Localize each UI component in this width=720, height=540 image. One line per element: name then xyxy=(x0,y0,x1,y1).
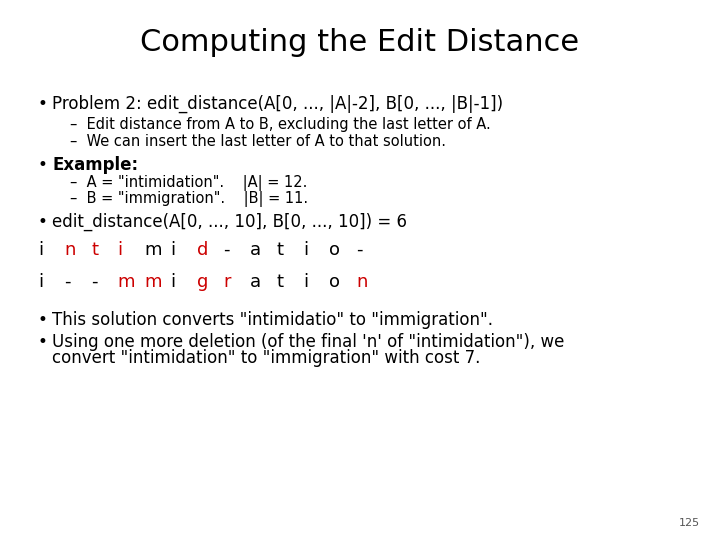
Text: •: • xyxy=(38,156,48,174)
Text: t: t xyxy=(276,241,284,259)
Text: i: i xyxy=(38,273,43,291)
Text: •: • xyxy=(38,333,48,351)
Text: m: m xyxy=(144,241,161,259)
Text: •: • xyxy=(38,95,48,113)
Text: edit_distance(A[0, ..., 10], B[0, ..., 10]) = 6: edit_distance(A[0, ..., 10], B[0, ..., 1… xyxy=(52,213,407,231)
Text: 125: 125 xyxy=(679,518,700,528)
Text: –  B = "immigration".    |B| = 11.: – B = "immigration". |B| = 11. xyxy=(70,191,308,207)
Text: This solution converts "intimidatio" to "immigration".: This solution converts "intimidatio" to … xyxy=(52,311,493,329)
Text: n: n xyxy=(356,273,367,291)
Text: -: - xyxy=(91,273,97,291)
Text: i: i xyxy=(303,273,308,291)
Text: r: r xyxy=(223,273,231,291)
Text: –  We can insert the last letter of A to that solution.: – We can insert the last letter of A to … xyxy=(70,134,446,149)
Text: i: i xyxy=(117,241,122,259)
Text: convert "intimidation" to "immigration" with cost 7.: convert "intimidation" to "immigration" … xyxy=(52,349,480,367)
Text: Problem 2: edit_distance(A[0, ..., |A|-2], B[0, ..., |B|-1]): Problem 2: edit_distance(A[0, ..., |A|-2… xyxy=(52,95,503,113)
Text: •: • xyxy=(38,311,48,329)
Text: i: i xyxy=(303,241,308,259)
Text: m: m xyxy=(117,273,135,291)
Text: i: i xyxy=(171,241,176,259)
Text: -: - xyxy=(65,273,71,291)
Text: t: t xyxy=(91,241,98,259)
Text: –  A = "intimidation".    |A| = 12.: – A = "intimidation". |A| = 12. xyxy=(70,175,307,191)
Text: Example:: Example: xyxy=(52,156,138,174)
Text: Computing the Edit Distance: Computing the Edit Distance xyxy=(140,28,580,57)
Text: t: t xyxy=(276,273,284,291)
Text: i: i xyxy=(171,273,176,291)
Text: i: i xyxy=(38,241,43,259)
Text: d: d xyxy=(197,241,208,259)
Text: n: n xyxy=(65,241,76,259)
Text: m: m xyxy=(144,273,161,291)
Text: o: o xyxy=(330,273,341,291)
Text: –  Edit distance from A to B, excluding the last letter of A.: – Edit distance from A to B, excluding t… xyxy=(70,117,491,132)
Text: a: a xyxy=(250,241,261,259)
Text: a: a xyxy=(250,273,261,291)
Text: -: - xyxy=(223,241,230,259)
Text: g: g xyxy=(197,273,208,291)
Text: •: • xyxy=(38,213,48,231)
Text: -: - xyxy=(356,241,362,259)
Text: Using one more deletion (of the final 'n' of "intimidation"), we: Using one more deletion (of the final 'n… xyxy=(52,333,564,351)
Text: o: o xyxy=(330,241,341,259)
